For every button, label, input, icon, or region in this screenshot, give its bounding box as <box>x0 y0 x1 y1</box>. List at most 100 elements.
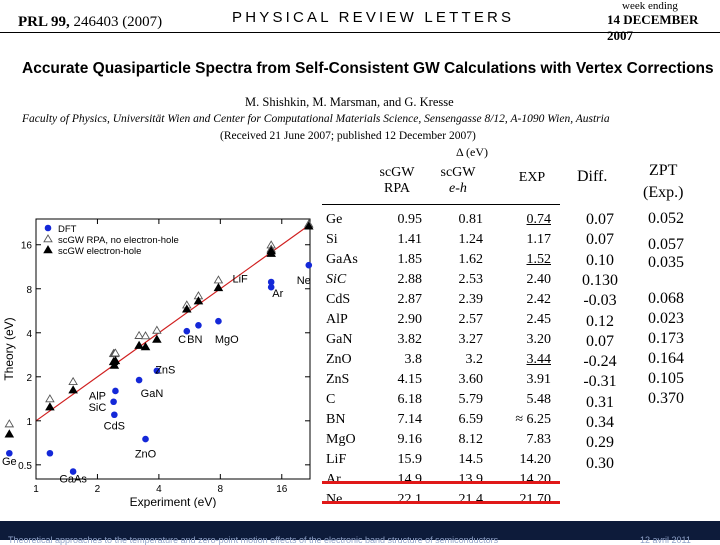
data-point-triangle-filled <box>303 221 314 230</box>
point-label: ZnS <box>155 365 175 377</box>
table-cell-rpa: 2.87 <box>397 292 423 307</box>
table-cell-exp: 2.42 <box>526 292 552 307</box>
table-cell-rpa: 3.82 <box>397 332 423 347</box>
table-cell-rpa: 1.41 <box>397 232 423 247</box>
table-cell-mat: GaN <box>326 332 353 347</box>
header-scgw-rpa-line1: scGW <box>379 165 415 180</box>
table-cell-exp: 7.83 <box>526 432 552 447</box>
header-scgw-rpa-line2: RPA <box>384 181 410 196</box>
table-cell-mat: ZnS <box>326 372 350 387</box>
data-point-triangle-filled <box>134 340 144 349</box>
data-point-triangle-open <box>68 376 78 385</box>
diff-value: 0.31 <box>586 393 614 411</box>
table-cell-rpa: 14.9 <box>397 472 423 487</box>
x-tick-label: 16 <box>276 484 288 495</box>
table-cell-rpa: 6.18 <box>397 392 423 407</box>
point-label: GaN <box>141 388 164 400</box>
y-tick-label: 8 <box>26 285 32 296</box>
diagonal-line <box>35 224 311 422</box>
table-cell-exp: 3.20 <box>526 332 552 347</box>
table-cell-mat: AlP <box>326 312 348 327</box>
point-label: MgO <box>215 334 239 346</box>
data-point-triangle-open <box>140 331 151 340</box>
diff-value: 0.130 <box>582 271 618 289</box>
diff-value: 0.34 <box>586 414 614 431</box>
diff-value: 0.07 <box>586 332 614 350</box>
table-cell-exp: 14.20 <box>519 472 552 487</box>
header-zpt-line2: (Exp.) <box>643 184 684 201</box>
scatter-plot: 1 2 4 8 16 0.5 1 2 4 8 16 Experiment (eV) Theory (eV… <box>0 213 318 508</box>
x-tick-label: 8 <box>218 484 224 495</box>
table-cell-exp: 1.52 <box>526 252 552 267</box>
y-tick-label: 4 <box>26 329 32 340</box>
data-point-circle <box>135 376 143 384</box>
table-cell-eh: 2.57 <box>458 312 484 327</box>
table-cell-mat: Ne <box>326 492 343 507</box>
journal-abbrev: PRL <box>18 14 48 30</box>
table-cell-eh: 3.2 <box>465 352 484 367</box>
zpt-value: 0.052 <box>648 210 684 227</box>
table-cell-rpa: 0.95 <box>397 212 423 227</box>
point-label: CdS <box>104 421 125 433</box>
point-label: AlP <box>89 390 106 402</box>
legend-marker <box>43 234 53 243</box>
paper-received: (Received 21 June 2007; published 12 Dec… <box>220 130 476 142</box>
data-point-triangle-open <box>134 330 144 339</box>
table-cell-mat: LiF <box>326 452 347 467</box>
header-exp: EXP <box>518 170 546 185</box>
table-cell-rpa: 1.85 <box>397 252 423 267</box>
scatter-plot-svg: 1 2 4 8 16 0.5 1 2 4 8 16 Experiment (eV) Theory (eV… <box>2 218 314 508</box>
header-diff: Diff. <box>577 168 608 185</box>
strike-ar <box>322 481 560 484</box>
strike-ne <box>322 501 560 504</box>
data-point-circle <box>215 317 222 325</box>
table-cell-eh: 6.59 <box>458 412 484 427</box>
diff-value: 0.07 <box>586 211 614 228</box>
header-zpt-line1: ZPT <box>648 162 678 179</box>
data-point-triangle-filled <box>110 355 121 365</box>
table-cell-mat: Ar <box>326 472 341 487</box>
journal-citation: PRL 99, 246403 (2007) <box>18 14 162 31</box>
data-point-triangle-filled <box>4 429 15 438</box>
header-rule <box>0 32 720 33</box>
table-header-rule <box>322 204 560 205</box>
table-cell-eh: 1.62 <box>458 252 484 267</box>
footer-date: 12 avril 2011 <box>640 535 691 545</box>
table-cell-mat: SiC <box>326 272 347 287</box>
zpt-value: 0.105 <box>648 370 684 387</box>
table-cell-exp: ≈ 6.25 <box>515 412 551 427</box>
journal-title: PHYSICAL REVIEW LETTERS <box>232 9 515 26</box>
legend-entry: scGW electron-hole <box>58 246 141 257</box>
table-cell-rpa: 22.1 <box>397 492 423 507</box>
paper-authors: M. Shishkin, M. Marsman, and G. Kresse <box>245 95 454 109</box>
legend-entry: scGW RPA, no electron-hole <box>58 235 179 246</box>
zpt-value: 0.068 <box>648 290 684 307</box>
table-cell-mat: MgO <box>326 432 356 447</box>
paper-affiliation: Faculty of Physics, Universität Wien and… <box>22 113 610 125</box>
week-ending-label: week ending <box>622 0 678 12</box>
data-point-triangle-filled <box>193 296 204 305</box>
table-cell-rpa: 2.88 <box>397 272 423 287</box>
diff-value: -0.03 <box>583 292 617 310</box>
x-tick-label: 4 <box>156 484 162 495</box>
data-point-circle <box>111 411 118 419</box>
diff-value: 0.10 <box>586 251 614 269</box>
header-scgw-eh-line1: scGW <box>440 165 476 180</box>
y-tick-label: 16 <box>21 241 33 252</box>
point-label: ZnO <box>135 449 157 461</box>
zpt-value: 0.035 <box>648 254 684 271</box>
table-cell-rpa: 4.15 <box>397 372 423 387</box>
table-cell-rpa: 9.16 <box>397 432 423 447</box>
diff-value: -0.31 <box>583 373 617 391</box>
data-point-triangle-filled <box>45 402 55 411</box>
table-cell-rpa: 3.8 <box>404 352 423 367</box>
legend-marker <box>44 224 52 232</box>
zpt-value: 0.370 <box>648 390 684 407</box>
table-cell-rpa: 15.9 <box>397 452 423 467</box>
data-point-triangle-filled <box>182 304 192 313</box>
zpt-value: 0.023 <box>648 310 684 327</box>
table-cell-eh: 3.27 <box>458 332 484 347</box>
table-cell-eh: 3.60 <box>458 372 484 387</box>
point-label: BN <box>187 334 202 346</box>
data-point-circle <box>305 261 313 269</box>
